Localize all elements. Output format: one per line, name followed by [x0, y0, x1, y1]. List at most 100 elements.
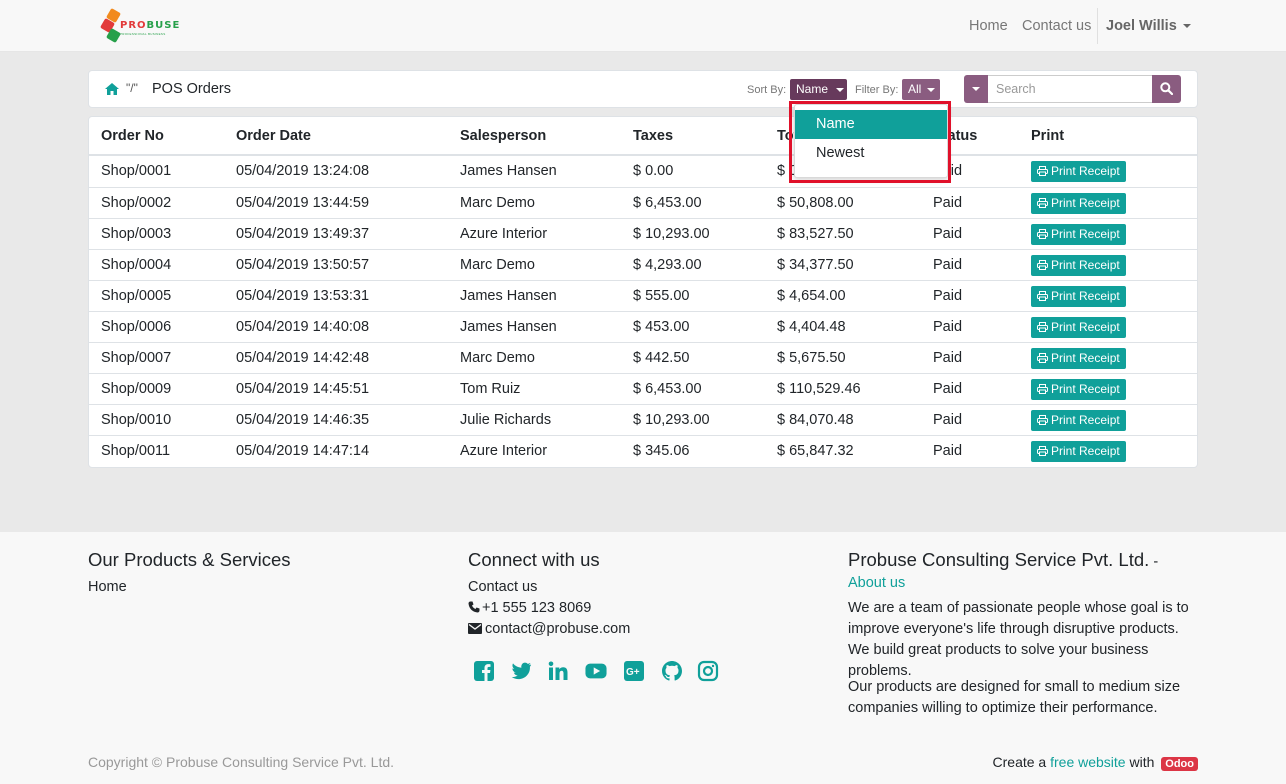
printer-icon [1037, 353, 1048, 363]
column-header-print: Print [1031, 128, 1065, 144]
footer-about-link[interactable]: About us [848, 575, 906, 591]
envelope-icon [468, 623, 482, 634]
column-header-order-date: Order Date [236, 128, 311, 144]
breadcrumb: "/" POS Orders Sort By: Name Filter By: … [88, 70, 1198, 108]
cell-status: Paid [933, 288, 963, 304]
cell-status: Paid [933, 226, 963, 242]
nav-contact-link[interactable]: Contact us [1022, 18, 1092, 34]
print-receipt-button[interactable]: Print Receipt [1031, 441, 1126, 462]
cell-total: $ 50,808.00 [777, 195, 854, 211]
user-menu[interactable]: Joel Willis [1106, 18, 1191, 34]
footer-about-paragraph-2: Our products are designed for small to m… [848, 679, 1181, 716]
powered-by: Create a free website with Odoo [993, 754, 1198, 771]
phone-icon [468, 601, 480, 613]
print-receipt-button[interactable]: Print Receipt [1031, 379, 1126, 400]
printer-icon [1037, 198, 1048, 208]
column-header-taxes: Taxes [633, 128, 674, 144]
footer-home-link[interactable]: Home [88, 579, 127, 595]
cell-salesperson: Azure Interior [460, 443, 548, 459]
cell-order-no: Shop/0001 [101, 163, 172, 179]
home-icon[interactable] [105, 83, 119, 95]
table-row: Shop/0010 05/04/2019 14:46:35 Julie Richar… [89, 404, 1197, 435]
facebook-icon[interactable] [473, 660, 495, 682]
table-row: Shop/0007 05/04/2019 14:42:48 Marc Demo $ 4… [89, 342, 1197, 373]
sort-by-label: Sort By: [747, 84, 787, 96]
table-header-divider [89, 154, 1197, 156]
linkedin-icon[interactable] [547, 660, 569, 682]
footer-contact-link[interactable]: Contact us [468, 579, 538, 595]
cell-order-date: 05/04/2019 14:40:08 [236, 319, 370, 335]
chevron-down-icon [1182, 24, 1191, 29]
cell-total: $ 83,527.50 [777, 226, 854, 242]
footer-phone-text: +1 555 123 8069 [482, 600, 592, 616]
column-header-salesperson: Salesperson [460, 128, 547, 144]
print-receipt-label: Print Receipt [1051, 258, 1120, 272]
search-options-button[interactable] [964, 75, 988, 103]
footer-about-title: Probuse Consulting Service Pvt. Ltd. [848, 549, 1150, 570]
sort-option-newest[interactable]: Newest [816, 145, 865, 161]
copyright-text: Copyright © Probuse Consulting Service P… [88, 754, 395, 770]
cell-order-date: 05/04/2019 13:50:57 [236, 257, 370, 273]
nav-home-link[interactable]: Home [969, 18, 1008, 34]
user-name: Joel Willis [1106, 18, 1177, 34]
cell-total: $ 4,404.48 [777, 319, 846, 335]
print-receipt-button[interactable]: Print Receipt [1031, 410, 1126, 431]
printer-icon [1037, 166, 1048, 176]
sort-by-dropdown-button[interactable]: Name [790, 79, 847, 100]
cell-total: $ 5,675.50 [777, 350, 846, 366]
print-receipt-label: Print Receipt [1051, 320, 1120, 334]
logo-word: PROBUSE [120, 20, 181, 31]
breadcrumb-separator: "/" [126, 81, 138, 95]
google-plus-icon[interactable]: G+ [623, 660, 645, 682]
footer-products-title: Our Products & Services [88, 549, 291, 570]
print-receipt-label: Print Receipt [1051, 351, 1120, 365]
cell-taxes: $ 6,453.00 [633, 195, 702, 211]
cell-taxes: $ 0.00 [633, 163, 674, 179]
youtube-icon[interactable] [585, 660, 607, 682]
search-input[interactable] [988, 75, 1153, 103]
free-website-link[interactable]: free website [1050, 754, 1126, 770]
print-receipt-button[interactable]: Print Receipt [1031, 193, 1126, 214]
cell-order-no: Shop/0002 [101, 195, 172, 211]
instagram-icon[interactable] [697, 660, 719, 682]
svg-text:G+: G+ [626, 667, 640, 678]
search-button[interactable] [1152, 75, 1181, 103]
column-header-order-no: Order No [101, 128, 164, 144]
top-navbar: PROBUSE PROFESSIONAL BUSINESS Home Conta… [0, 0, 1286, 52]
github-icon[interactable] [661, 660, 683, 682]
print-receipt-label: Print Receipt [1051, 382, 1120, 396]
cell-taxes: $ 345.06 [633, 443, 690, 459]
twitter-icon[interactable] [510, 660, 532, 682]
sort-option-name[interactable]: Name [795, 110, 947, 139]
footer [0, 532, 1286, 784]
cell-order-no: Shop/0005 [101, 288, 172, 304]
print-receipt-label: Print Receipt [1051, 227, 1120, 241]
cell-order-no: Shop/0011 [101, 443, 171, 459]
cell-status: Paid [933, 412, 963, 428]
probuse-logo[interactable]: PROBUSE PROFESSIONAL BUSINESS [99, 7, 179, 44]
sort-by-value: Name [796, 82, 829, 96]
cell-order-no: Shop/0006 [101, 319, 172, 335]
cell-taxes: $ 442.50 [633, 350, 690, 366]
cell-salesperson: Marc Demo [460, 195, 535, 211]
cell-taxes: $ 4,293.00 [633, 257, 702, 273]
filter-by-dropdown-button[interactable]: All [902, 79, 940, 100]
print-receipt-button[interactable]: Print Receipt [1031, 255, 1126, 276]
powered-by-mid: with [1125, 754, 1159, 770]
print-receipt-button[interactable]: Print Receipt [1031, 286, 1126, 307]
footer-email-text: contact@probuse.com [485, 621, 631, 637]
print-receipt-label: Print Receipt [1051, 196, 1120, 210]
cell-status: Paid [933, 443, 963, 459]
printer-icon [1037, 384, 1048, 394]
powered-by-prefix: Create a [992, 754, 1051, 770]
odoo-badge[interactable]: Odoo [1161, 757, 1198, 771]
filter-by-value: All [908, 82, 922, 96]
print-receipt-button[interactable]: Print Receipt [1031, 317, 1126, 338]
print-receipt-button[interactable]: Print Receipt [1031, 348, 1126, 369]
print-receipt-button[interactable]: Print Receipt [1031, 224, 1126, 245]
print-receipt-button[interactable]: Print Receipt [1031, 161, 1126, 182]
table-row: Shop/0003 05/04/2019 13:49:37 Azure Interi… [89, 218, 1197, 249]
cell-total: $ 4,654.00 [777, 288, 846, 304]
cell-salesperson: Marc Demo [460, 350, 535, 366]
orders-table: Order No Order Date Salesperson Taxes To… [88, 116, 1198, 468]
